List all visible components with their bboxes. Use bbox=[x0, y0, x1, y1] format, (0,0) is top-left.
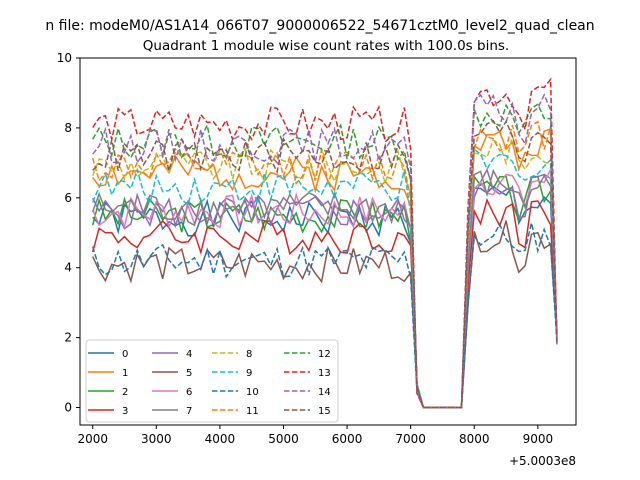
series-line-3 bbox=[91, 197, 558, 409]
legend-label-15: 15 bbox=[318, 406, 331, 417]
suptitle: n file: modeM0/AS1A14_066T07_9000006522_… bbox=[45, 18, 594, 34]
chart-title: Quadrant 1 module wise count rates with … bbox=[143, 38, 509, 54]
legend-label-4: 4 bbox=[186, 349, 192, 360]
y-tick-label: 2 bbox=[64, 331, 72, 345]
legend-label-2: 2 bbox=[122, 387, 128, 398]
series-line-15 bbox=[92, 119, 558, 409]
series-line-4 bbox=[92, 167, 558, 409]
y-tick-label: 8 bbox=[64, 121, 72, 135]
legend-label-6: 6 bbox=[186, 387, 192, 398]
x-ticks: 2000 3000 4000 5000 6000 7000 8000 9000 bbox=[77, 425, 553, 446]
legend-label-10: 10 bbox=[246, 387, 259, 398]
x-tick-label: 7000 bbox=[395, 432, 426, 446]
legend-label-5: 5 bbox=[186, 368, 192, 379]
x-tick-label: 8000 bbox=[459, 432, 490, 446]
y-tick-label: 6 bbox=[64, 191, 72, 205]
series-line-10 bbox=[91, 222, 558, 409]
series-line-7 bbox=[91, 168, 558, 409]
x-tick-label: 3000 bbox=[141, 432, 172, 446]
x-tick-label: 9000 bbox=[523, 432, 554, 446]
legend-label-9: 9 bbox=[246, 368, 252, 379]
x-tick-label: 4000 bbox=[205, 432, 236, 446]
legend-label-14: 14 bbox=[318, 387, 331, 398]
y-ticks: 0 2 4 6 8 10 bbox=[57, 51, 80, 415]
axes-frame bbox=[79, 57, 577, 426]
x-offset-label: +5.0003e8 bbox=[509, 454, 576, 468]
x-tick-label: 6000 bbox=[332, 432, 363, 446]
series-line-5 bbox=[92, 220, 558, 409]
series-line-11 bbox=[91, 120, 558, 409]
y-tick-label: 10 bbox=[57, 51, 72, 65]
legend-label-13: 13 bbox=[318, 368, 331, 379]
y-tick-label: 4 bbox=[64, 261, 72, 275]
legend-label-8: 8 bbox=[246, 349, 252, 360]
legend-frame bbox=[85, 339, 339, 423]
legend-label-0: 0 bbox=[122, 349, 128, 360]
legend-label-12: 12 bbox=[318, 349, 331, 360]
x-tick-label: 5000 bbox=[268, 432, 299, 446]
series-line-9 bbox=[92, 147, 558, 409]
series-line-6 bbox=[92, 166, 558, 409]
y-tick-label: 0 bbox=[64, 401, 72, 415]
series-layer bbox=[91, 77, 558, 409]
legend-label-1: 1 bbox=[122, 368, 128, 379]
series-line-13 bbox=[92, 77, 558, 409]
x-tick-label: 2000 bbox=[77, 432, 108, 446]
legend-label-11: 11 bbox=[246, 406, 259, 417]
plot-area bbox=[79, 57, 577, 426]
legend-label-3: 3 bbox=[122, 406, 128, 417]
series-line-14 bbox=[92, 92, 558, 409]
legend-label-7: 7 bbox=[186, 406, 192, 417]
